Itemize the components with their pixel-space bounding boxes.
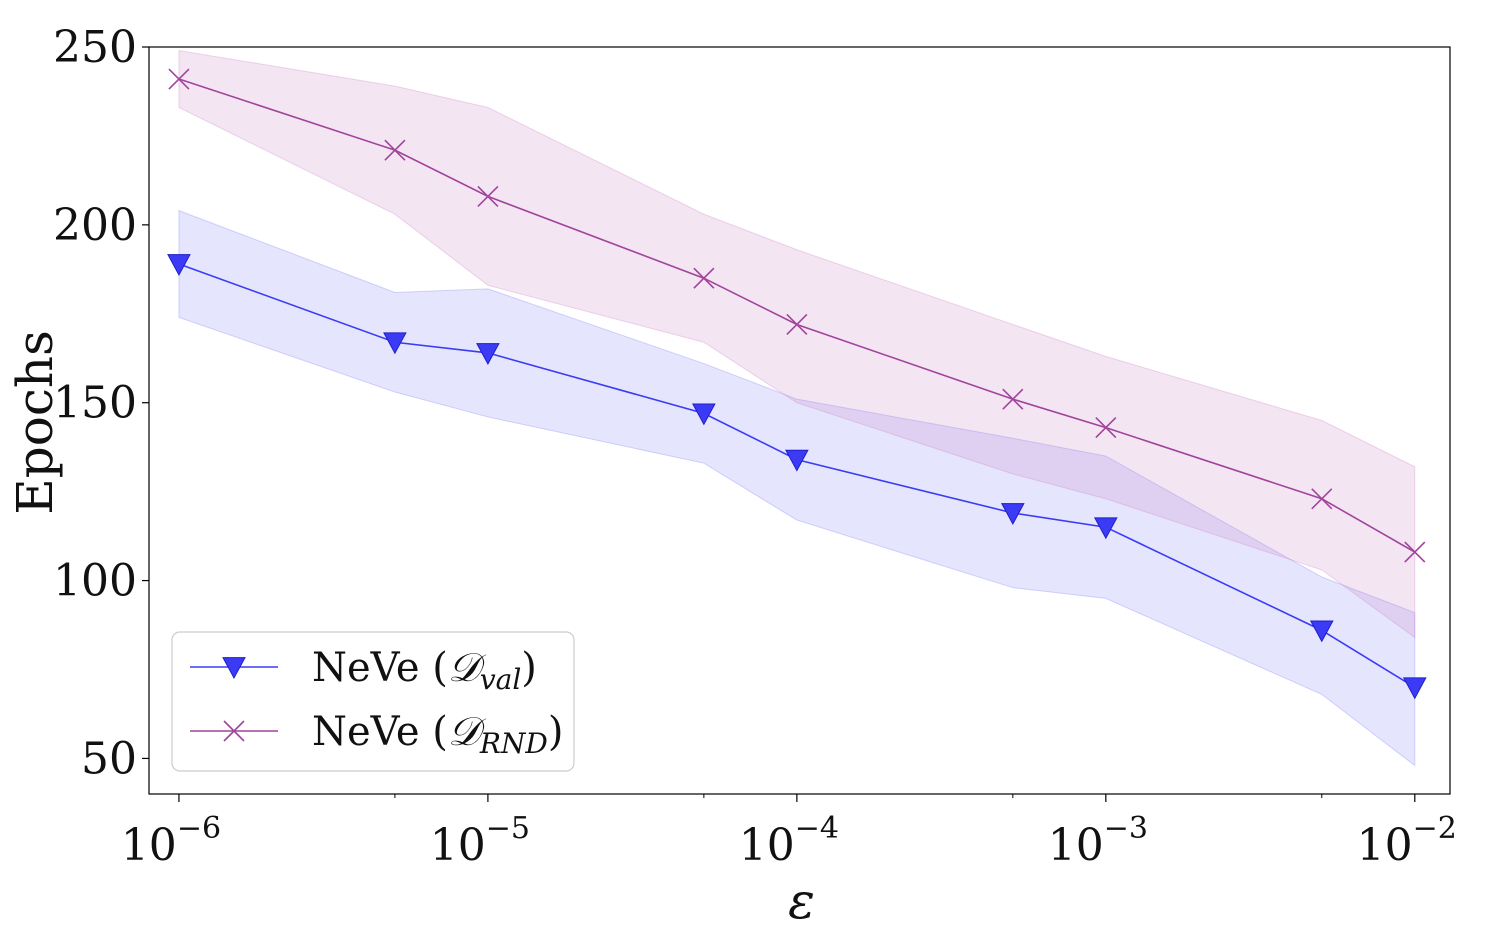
x-axis-label: ε [788,872,815,930]
y-tick-label: 250 [53,22,137,73]
plot-frame [148,46,1451,795]
marker-stroke [1311,488,1333,510]
data-point-series-1 [693,267,715,289]
legend: NeVe (𝒟val)NeVe (𝒟RND) [171,631,575,772]
x-tick-label: 10−6 [121,811,221,871]
data-point-series-0 [1093,517,1118,540]
data-point-series-0 [1402,677,1427,700]
data-point-series-1 [786,313,808,336]
marker-stroke [1002,388,1024,410]
data-point-series-1 [384,139,406,161]
legend-label-0: NeVe (𝒟val) [312,645,537,696]
series-markers [167,68,1427,700]
marker-stroke [223,720,245,742]
marker-stroke [1404,541,1426,563]
data-point-series-0 [167,254,191,277]
x-tick-label: 10−5 [430,811,530,871]
marker-stroke [384,139,406,161]
y-tick-label: 50 [81,733,137,784]
axis-ticks: 50 100 150 200 250 10−6 10−5 10−4 10−3 10−2 [53,22,1457,871]
legend-marker-1 [223,720,245,742]
data-point-series-0 [785,449,809,472]
y-tick-label: 200 [53,200,137,251]
y-tick-label: 150 [53,378,137,429]
data-point-series-0 [1309,620,1334,643]
legend-marker-0 [222,657,246,680]
data-point-series-1 [1002,388,1024,410]
data-point-series-1 [1095,417,1117,439]
data-point-series-0 [476,343,500,365]
y-tick-label: 100 [53,556,137,607]
x-tick-label: 10−4 [739,811,839,871]
marker-stroke [693,267,715,289]
marker-stroke [477,185,499,207]
marker-stroke [168,68,190,90]
x-tick-label: 10−2 [1357,811,1457,871]
marker-stroke [1095,417,1117,439]
data-point-series-1 [1404,541,1426,563]
data-point-series-0 [692,403,716,426]
x-tick-label: 10−3 [1048,811,1148,871]
data-point-series-0 [1000,503,1025,526]
data-point-series-1 [1311,488,1333,510]
y-axis-label: Epochs [6,330,64,514]
data-point-series-1 [168,68,190,90]
data-point-series-0 [383,332,407,355]
data-point-series-1 [477,185,499,207]
marker-stroke [786,313,808,336]
